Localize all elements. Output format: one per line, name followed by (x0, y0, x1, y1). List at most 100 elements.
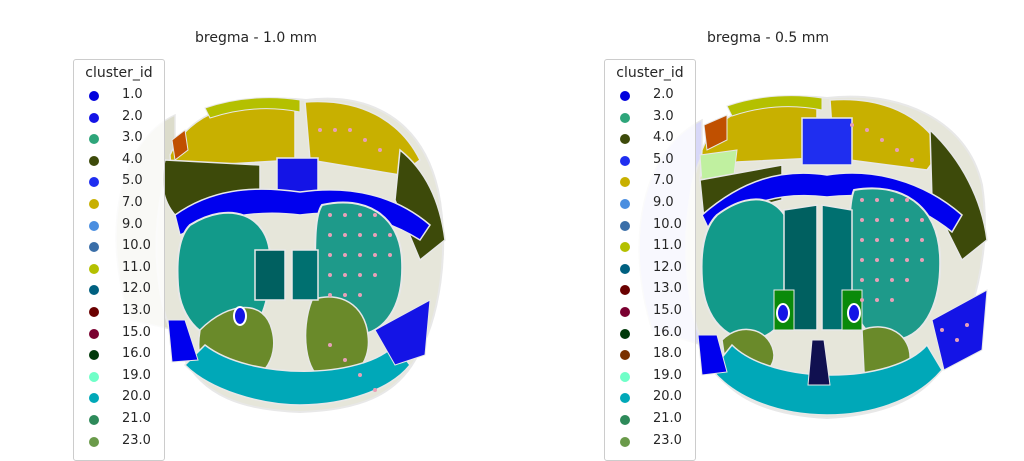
legend-label: 20.0 (653, 389, 682, 405)
legend-marker-icon (620, 436, 630, 447)
legend-label: 4.0 (653, 130, 674, 146)
legend-item: 1.0 (74, 86, 164, 107)
legend-label: 15.0 (122, 324, 151, 340)
legend-item: 19.0 (605, 367, 695, 388)
legend-item: 9.0 (605, 194, 695, 215)
legend-item: 13.0 (74, 302, 164, 323)
legend-item: 16.0 (605, 324, 695, 345)
legend-marker-icon (89, 91, 99, 101)
legend-title: cluster_id (85, 65, 153, 81)
legend-marker-icon (620, 328, 630, 339)
legend-item: 21.0 (605, 410, 695, 431)
legend-title: cluster_id (616, 65, 684, 81)
legend-marker-icon (89, 199, 99, 209)
legend-item: 3.0 (74, 129, 164, 150)
legend-marker-icon (620, 177, 630, 188)
region-right-blue (931, 289, 988, 371)
legend-label: 1.0 (122, 87, 143, 102)
legend-item: 2.0 (74, 108, 164, 129)
legend-item: 11.0 (74, 259, 164, 280)
legend-marker-icon (89, 393, 99, 404)
legend-marker-icon (89, 220, 99, 231)
legend-marker-icon (620, 285, 630, 296)
legend-marker-icon (89, 263, 99, 274)
legend-marker-icon (620, 263, 630, 274)
spot-grid (318, 128, 392, 392)
legend-label: 12.0 (653, 259, 682, 275)
legend-marker-icon (89, 285, 99, 296)
legend-label: 13.0 (122, 303, 151, 318)
legend-label: 13.0 (653, 281, 682, 297)
legend-marker-icon (620, 242, 630, 253)
legend-item: 4.0 (605, 129, 695, 150)
region-midline-dark (807, 339, 831, 386)
legend-label: 10.0 (122, 238, 151, 254)
legend-label: 2.0 (122, 108, 143, 124)
legend-item: 9.0 (74, 216, 164, 237)
region-septum-right (291, 249, 319, 301)
region-orange-patch (703, 114, 728, 151)
legend-item: 12.0 (605, 259, 695, 280)
legend-marker-icon (620, 155, 630, 166)
legend-item: 11.0 (605, 237, 695, 258)
legend-item: 20.0 (74, 388, 164, 409)
legend-marker-icon (89, 112, 99, 123)
legend-marker-icon (89, 177, 99, 188)
region-dorsal-lime-band (204, 97, 301, 119)
legend-item: 18.0 (605, 345, 695, 366)
legend-label: 20.0 (122, 389, 151, 405)
region-septum-left (254, 249, 286, 301)
legend-label: 23.0 (122, 432, 151, 448)
legend-marker-icon (620, 415, 630, 425)
legend-marker-icon (620, 350, 630, 361)
region-dorsal-lime-band (726, 95, 823, 117)
legend-item: 7.0 (605, 172, 695, 193)
region-callosum-band (174, 188, 431, 242)
legend: cluster_id 2.0 3.0 4.0 5.0 7.0 9.0 10.0 11.0 12.… (604, 59, 696, 461)
region-callosum-band (701, 172, 963, 234)
legend-item: 15.0 (605, 302, 695, 323)
legend-label: 5.0 (122, 173, 143, 189)
spot-grid (850, 123, 969, 342)
legend-label: 3.0 (122, 130, 143, 146)
region-right-blue (374, 299, 431, 366)
legend-marker-icon (620, 371, 630, 382)
legend-label: 3.0 (653, 108, 674, 124)
legend-marker-icon (620, 112, 630, 123)
legend-label: 9.0 (122, 216, 143, 232)
legend-marker-icon (620, 134, 630, 145)
legend-marker-icon (620, 220, 630, 231)
legend-label: 10.0 (653, 216, 682, 232)
legend-marker-icon (620, 91, 630, 101)
legend-marker-icon (89, 350, 99, 361)
legend-item: 4.0 (74, 151, 164, 172)
legend-label: 5.0 (653, 151, 674, 167)
region-ventral-cyan (183, 343, 411, 406)
legend-item: 15.0 (74, 324, 164, 345)
region-lateral-blue (697, 334, 728, 376)
legend-label: 21.0 (122, 411, 151, 426)
legend-label: 19.0 (122, 367, 151, 383)
legend-item: 23.0 (74, 432, 164, 453)
legend-label: 7.0 (122, 195, 143, 210)
legend-marker-icon (89, 328, 99, 339)
legend-label: 2.0 (653, 87, 674, 102)
region-commissure-right (847, 303, 861, 323)
legend-label: 12.0 (122, 281, 151, 297)
region-lateral-cortex-right (394, 148, 446, 262)
legend-marker-icon (89, 155, 99, 166)
legend-label: 7.0 (653, 173, 674, 189)
legend-marker-icon (620, 393, 630, 404)
legend-item: 10.0 (74, 237, 164, 258)
legend-marker-icon (89, 371, 99, 382)
region-commissure-left (776, 303, 790, 323)
legend-marker-icon (89, 134, 99, 145)
legend-label: 18.0 (653, 346, 682, 362)
legend-item: 5.0 (74, 172, 164, 193)
region-lateral-blue (167, 319, 199, 363)
legend-item: 5.0 (605, 151, 695, 172)
legend-label: 16.0 (122, 346, 151, 362)
legend-item: 7.0 (74, 194, 164, 215)
brain-section-atlas (638, 95, 988, 420)
legend-item: 13.0 (605, 280, 695, 301)
